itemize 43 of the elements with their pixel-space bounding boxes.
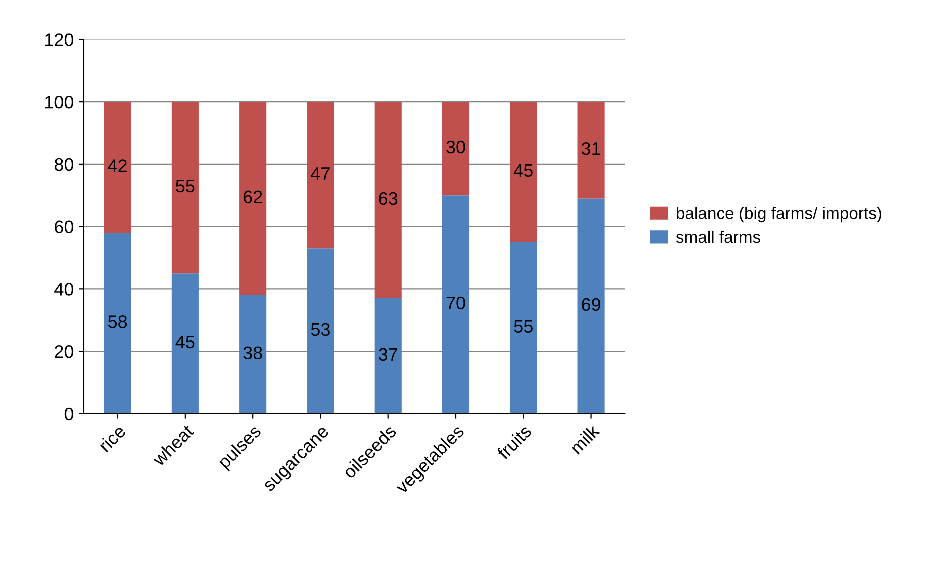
bar	[510, 102, 538, 242]
y-tick-label: 60	[55, 220, 74, 234]
x-tick-label: milk	[569, 424, 601, 455]
y-tick-label: 0	[64, 408, 74, 421]
data-label: 58	[108, 316, 128, 328]
data-label: 69	[582, 298, 600, 312]
y-tick-label: 40	[54, 283, 74, 296]
bar	[240, 102, 267, 296]
data-label: 63	[379, 192, 398, 206]
data-label: 42	[108, 160, 127, 172]
data-label: 30	[446, 140, 466, 154]
data-label: 55	[514, 320, 533, 333]
bar	[240, 295, 267, 414]
bar	[442, 196, 470, 414]
data-label: 45	[176, 336, 195, 349]
bar	[307, 102, 334, 249]
data-label: 55	[176, 180, 195, 193]
bar	[104, 233, 132, 414]
y-tick-label: 20	[55, 345, 74, 358]
y-tick-label: 120	[46, 34, 74, 46]
bar	[104, 102, 132, 234]
bar	[442, 102, 470, 196]
bar	[374, 298, 402, 414]
data-label: 38	[244, 346, 262, 360]
bar	[307, 248, 334, 414]
y-tick-label: 80	[54, 158, 74, 172]
bar	[578, 102, 605, 199]
bar	[374, 102, 402, 299]
legend-label: balance (big farms/ imports)	[677, 207, 882, 223]
data-label: 53	[311, 323, 330, 336]
y-tick-label: 100	[46, 96, 74, 109]
bar	[172, 102, 199, 274]
bar	[510, 242, 538, 414]
data-label: 31	[582, 142, 600, 156]
x-tick-label: rice	[98, 424, 127, 453]
data-label: 62	[244, 190, 262, 204]
bar	[578, 198, 605, 414]
bar	[172, 274, 199, 414]
data-label: 37	[379, 348, 398, 362]
legend-label: small farms	[676, 230, 761, 244]
data-label: 47	[311, 168, 330, 180]
data-label: 45	[514, 164, 533, 178]
data-label: 70	[446, 296, 466, 310]
